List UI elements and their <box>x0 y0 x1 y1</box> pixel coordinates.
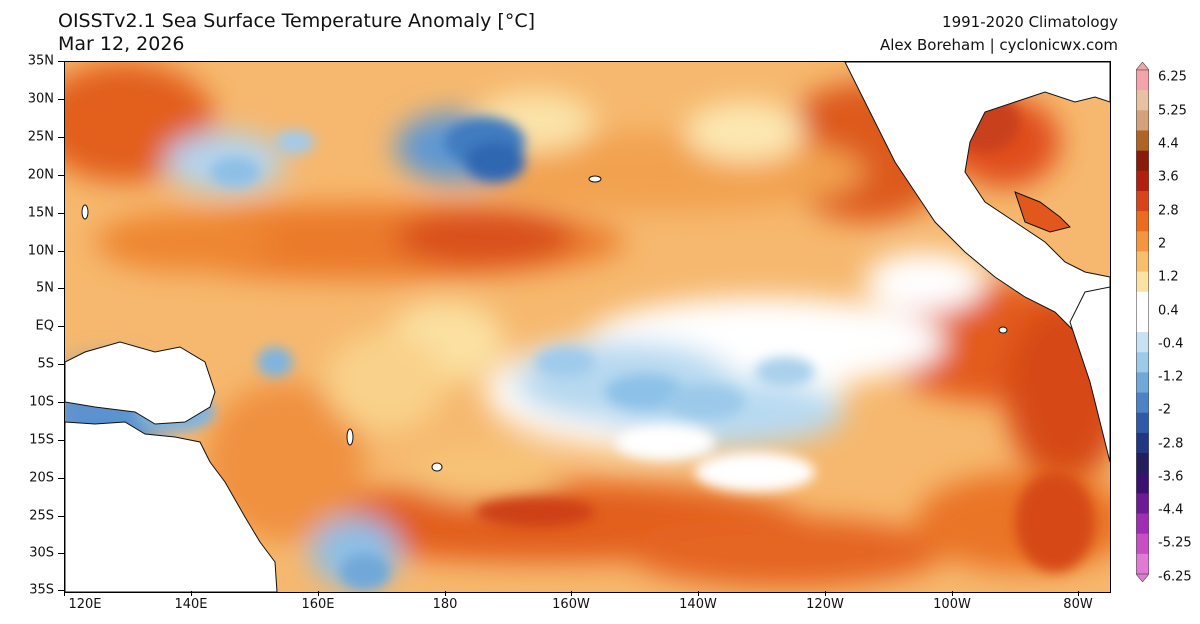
colorbar-label: -0.4 <box>1158 336 1184 352</box>
colorbar-swatch <box>1136 533 1149 555</box>
lat-tick <box>58 175 64 176</box>
colorbar-swatch <box>1136 90 1149 111</box>
lat-label: 25S <box>29 508 54 524</box>
lat-label: 15S <box>29 432 54 448</box>
map-title: OISSTv2.1 Sea Surface Temperature Anomal… <box>58 10 536 32</box>
author-credit: Alex Boreham | cyclonicwx.com <box>879 36 1118 54</box>
lat-label: 35N <box>27 53 54 69</box>
map-canvas <box>65 62 1110 592</box>
lat-label: 30N <box>27 91 54 107</box>
lat-tick <box>58 288 64 289</box>
lat-label: 15N <box>27 205 54 221</box>
colorbar-swatch <box>1136 271 1149 293</box>
colorbar-swatch <box>1136 110 1149 131</box>
colorbar-label: -4.4 <box>1158 502 1184 518</box>
lat-label: EQ <box>35 318 54 334</box>
climatology-label: 1991-2020 Climatology <box>942 13 1118 31</box>
lon-label: 140E <box>174 597 208 612</box>
gulf-of-mexico <box>1014 191 1071 233</box>
lon-label: 80W <box>1063 597 1093 612</box>
colorbar-swatch <box>1136 311 1149 333</box>
colorbar-swatch <box>1136 211 1149 232</box>
colorbar-label: 0.4 <box>1158 303 1179 319</box>
south-america <box>1069 286 1110 463</box>
colorbar-swatch <box>1136 251 1149 273</box>
colorbar-label: -6.25 <box>1158 569 1192 585</box>
colorbar-swatch <box>1136 231 1149 252</box>
colorbar-label: -3.6 <box>1158 469 1184 485</box>
colorbar-swatch <box>1136 392 1149 414</box>
colorbar-border <box>1136 69 1149 575</box>
colorbar-swatch <box>1136 170 1149 192</box>
lat-label: 10S <box>29 394 54 410</box>
lat-tick <box>58 251 64 252</box>
lon-label: 120W <box>806 597 844 612</box>
lat-tick <box>58 402 64 403</box>
lon-label: 100W <box>933 597 971 612</box>
colorbar-label: -5.25 <box>1158 535 1192 551</box>
colorbar-swatch <box>1136 70 1149 91</box>
lat-tick <box>58 326 64 327</box>
australia <box>65 421 278 592</box>
sst-anomaly-map <box>64 61 1111 593</box>
lat-label: 5N <box>36 280 54 296</box>
new-guinea <box>65 341 216 425</box>
lat-label: 25N <box>27 129 54 145</box>
colorbar-swatch <box>1136 432 1149 454</box>
colorbar-label: 2 <box>1158 236 1167 252</box>
lat-tick <box>58 61 64 62</box>
lat-tick <box>58 478 64 479</box>
colorbar-swatch <box>1136 291 1149 313</box>
colorbar-label: 5.25 <box>1158 103 1187 119</box>
colorbar-swatch <box>1136 352 1149 373</box>
colorbar-label: -2.8 <box>1158 436 1184 452</box>
colorbar-label: 6.25 <box>1158 69 1187 85</box>
lat-label: 20S <box>29 470 54 486</box>
lon-label: 120E <box>68 597 102 612</box>
colorbar-swatch <box>1136 493 1149 515</box>
colorbar-label: -2 <box>1158 402 1171 418</box>
colorbar-swatch <box>1136 372 1149 394</box>
colorbar-min-arrow <box>1136 573 1149 582</box>
colorbar-swatch <box>1136 190 1149 212</box>
colorbar-swatch <box>1136 513 1149 535</box>
lat-tick <box>58 137 64 138</box>
colorbar-swatch <box>1136 453 1149 474</box>
lon-label: 180 <box>432 597 458 612</box>
lat-tick <box>58 364 64 365</box>
north-america <box>844 62 1110 363</box>
lat-tick <box>58 590 64 591</box>
lat-label: 10N <box>27 243 54 259</box>
lon-label: 140W <box>679 597 717 612</box>
landmasses <box>65 62 1110 592</box>
lat-label: 20N <box>27 167 54 183</box>
lat-label: 35S <box>29 582 54 598</box>
lat-tick <box>58 213 64 214</box>
lat-tick <box>58 440 64 441</box>
colorbar-label: 3.6 <box>1158 169 1179 185</box>
colorbar-swatch <box>1136 332 1149 353</box>
colorbar <box>1136 62 1149 582</box>
colorbar-label: 1.2 <box>1158 269 1179 285</box>
lon-label: 160W <box>552 597 590 612</box>
colorbar-swatch <box>1136 473 1149 494</box>
lat-tick <box>58 516 64 517</box>
map-date: Mar 12, 2026 <box>58 33 185 55</box>
lon-label: 160E <box>301 597 335 612</box>
colorbar-label: -1.2 <box>1158 369 1184 385</box>
colorbar-swatch <box>1136 553 1149 575</box>
colorbar-swatch <box>1136 130 1149 152</box>
small-islands <box>81 175 1008 472</box>
colorbar-swatch <box>1136 412 1149 434</box>
colorbar-swatch <box>1136 150 1149 172</box>
colorbar-label: 2.8 <box>1158 203 1179 219</box>
lat-label: 5S <box>37 356 54 372</box>
colorbar-max-arrow <box>1136 62 1149 71</box>
lat-tick <box>58 99 64 100</box>
lat-tick <box>58 553 64 554</box>
lat-label: 30S <box>29 545 54 561</box>
colorbar-label: 4.4 <box>1158 136 1179 152</box>
